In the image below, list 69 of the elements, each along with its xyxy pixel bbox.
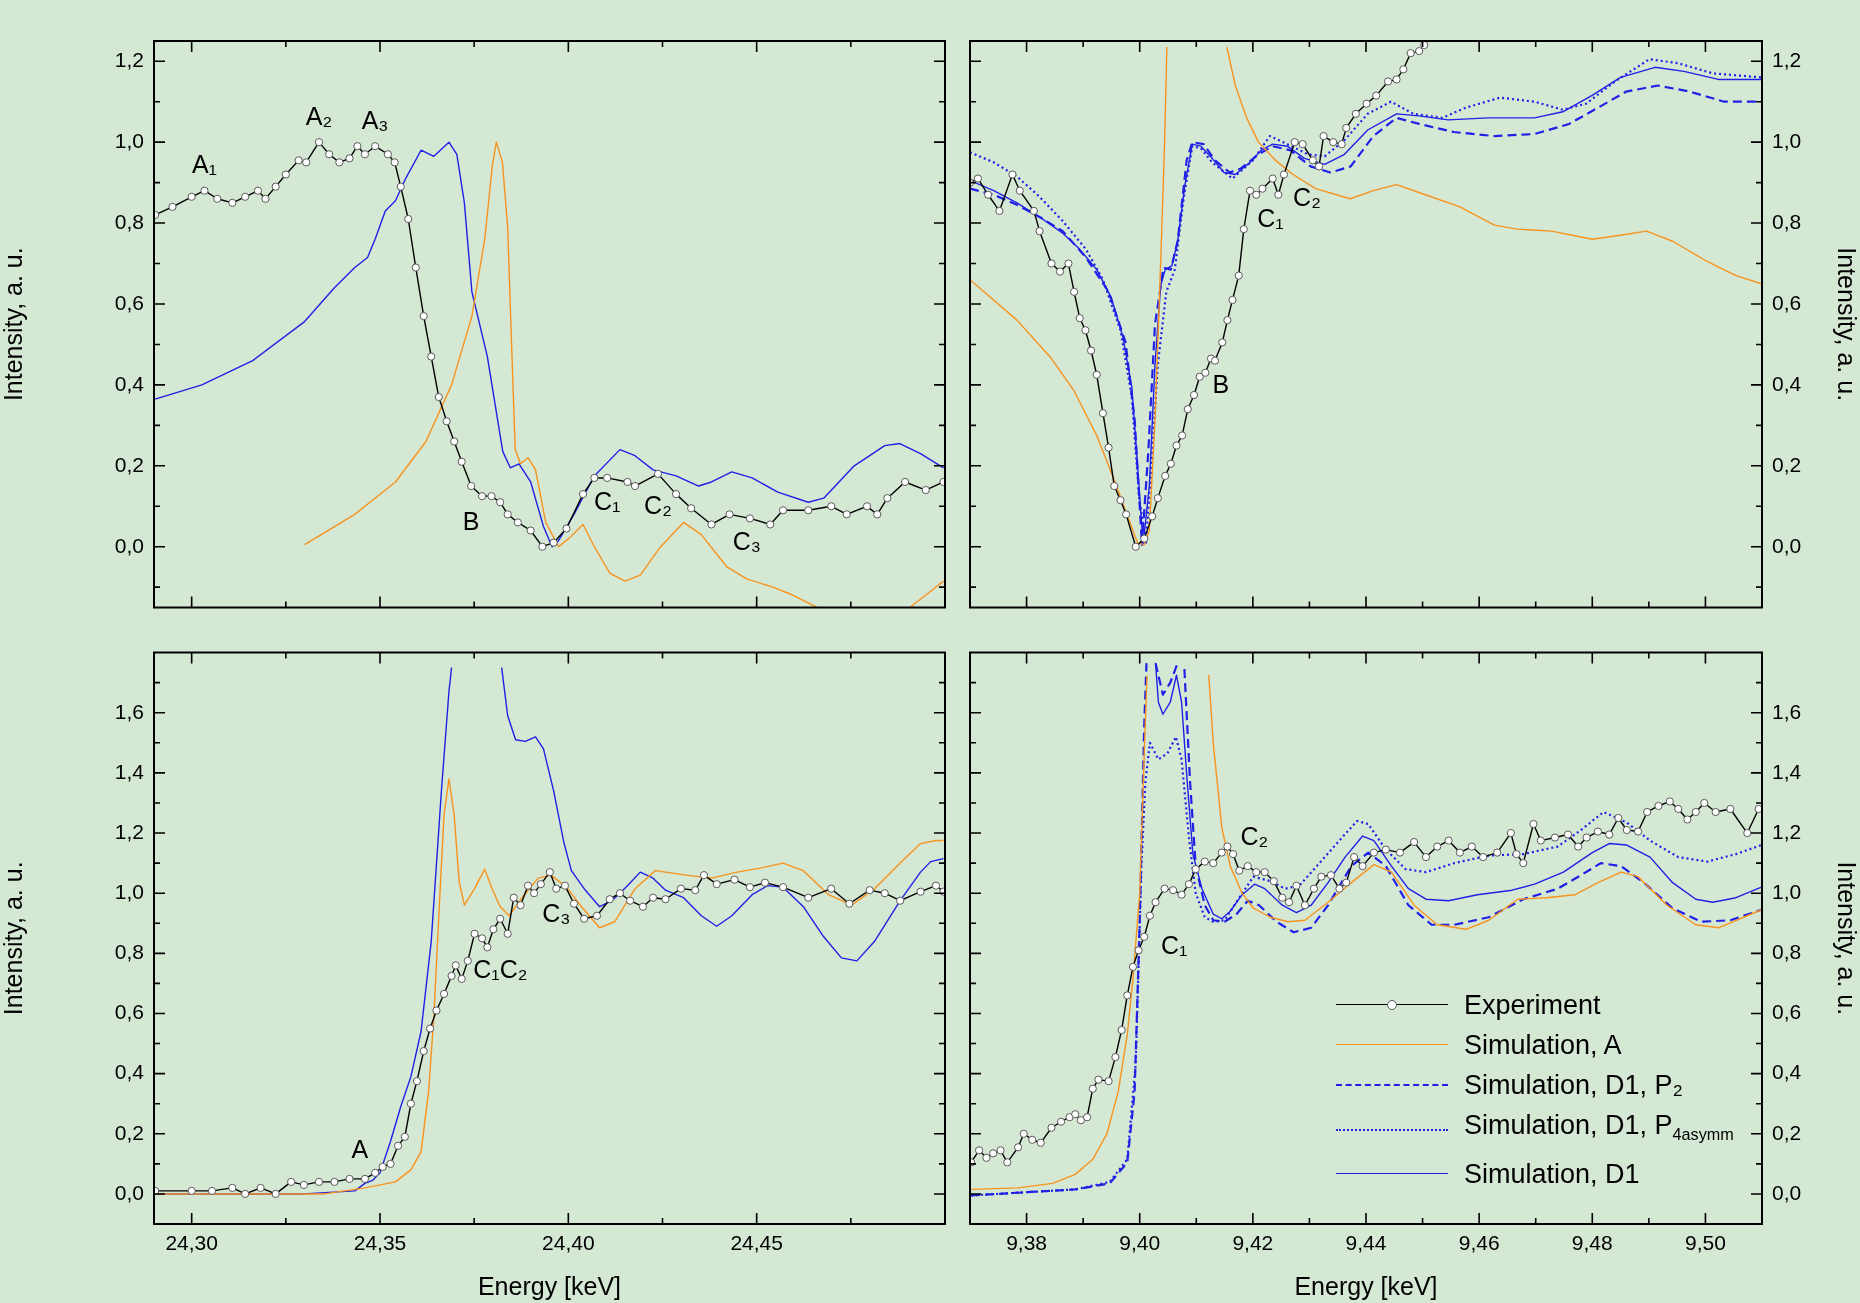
annotation: C₁C₂ (473, 955, 528, 984)
y-tick-label: 0,2 (1772, 452, 1802, 476)
annotation: C₂ (1240, 822, 1269, 851)
x-tick-label: 24,35 (353, 1231, 407, 1255)
x-tick-label: 9,38 (1006, 1231, 1048, 1255)
y-tick-label: 0,0 (1772, 1180, 1802, 1204)
x-tick-label: 24,40 (542, 1231, 595, 1255)
y-tick-label: 0,8 (1772, 209, 1802, 233)
legend-label: Simulation, D1, P$_{4asymm}$ (1464, 1109, 1734, 1146)
legend-label: Simulation, D1, P₂ (1464, 1069, 1684, 1102)
annotation: C₃ (732, 527, 762, 556)
y-tick-label: 1,2 (114, 819, 144, 843)
y-tick-label: 0,8 (114, 209, 144, 233)
y-tick-label: 0,0 (114, 533, 144, 557)
y-tick-label: 0,8 (1772, 940, 1802, 964)
x-tick-label: 9,46 (1458, 1231, 1500, 1255)
y-tick-label: 1,6 (1772, 699, 1802, 723)
y-tick-label: 0,2 (1772, 1120, 1802, 1144)
legend-label: Experiment (1464, 989, 1601, 1022)
y-tick-label: 0,6 (114, 290, 144, 314)
x-axis-title: Energy [keV] (477, 1271, 622, 1300)
x-tick-label: 24,45 (730, 1231, 783, 1255)
y-tick-label: 0,6 (1772, 1000, 1802, 1024)
annotation: A₂ (305, 102, 333, 131)
y-tick-label: 1,0 (114, 879, 144, 903)
y-axis-title: Intensity, a. u. (0, 247, 27, 402)
y-tick-label: 0,6 (1772, 290, 1802, 314)
annotation: C₁ (593, 486, 621, 515)
y-tick-label: 0,4 (114, 371, 145, 395)
annotation: A₃ (361, 106, 389, 135)
x-tick-label: 9,50 (1684, 1231, 1726, 1255)
x-tick-label: 9,40 (1119, 1231, 1161, 1255)
y-tick-label: 0,4 (114, 1060, 145, 1084)
y-tick-label: 1,2 (1772, 819, 1802, 843)
y-tick-label: 0,2 (114, 1120, 144, 1144)
x-tick-label: 9,42 (1232, 1231, 1274, 1255)
annotation: A₁ (191, 149, 218, 178)
y-tick-label: 1,4 (1772, 759, 1802, 783)
y-tick-label: 1,2 (114, 48, 144, 72)
y-axis-title: Intensity, a. u. (1833, 861, 1860, 1016)
annotation: C₁ (1160, 930, 1188, 959)
x-tick-label: 24,30 (165, 1231, 218, 1255)
y-tick-label: 0,0 (1772, 533, 1802, 557)
y-tick-label: 1,0 (1772, 879, 1802, 903)
annotation: C₃ (542, 898, 571, 927)
annotation: A (351, 1134, 369, 1163)
annotation: C₂ (644, 490, 672, 519)
y-tick-label: 1,4 (114, 759, 145, 783)
y-tick-label: 1,2 (1772, 48, 1802, 72)
y-axis-title: Intensity, a. u. (0, 861, 27, 1016)
legend-label: Simulation, D1 (1464, 1158, 1640, 1192)
legend-label: Simulation, A (1464, 1029, 1622, 1062)
x-tick-label: 9,44 (1345, 1231, 1387, 1255)
annotation: C₂ (1293, 183, 1321, 212)
y-tick-label: 0,0 (114, 1180, 144, 1204)
y-tick-label: 1,0 (114, 128, 144, 152)
annotation: B (1212, 369, 1230, 398)
y-tick-label: 0,4 (1772, 1060, 1802, 1084)
y-tick-label: 0,6 (114, 1000, 144, 1024)
y-axis-title: Intensity, a. u. (1833, 247, 1860, 402)
annotation: C₁ (1257, 203, 1284, 232)
y-tick-label: 1,6 (114, 699, 144, 723)
y-tick-label: 1,0 (1772, 128, 1802, 152)
y-tick-label: 0,4 (1772, 371, 1802, 395)
x-tick-label: 9,48 (1571, 1231, 1613, 1255)
x-axis-title: Energy [keV] (1294, 1271, 1438, 1300)
y-tick-label: 0,2 (114, 452, 144, 476)
y-tick-label: 0,8 (114, 940, 144, 964)
annotation: B (462, 507, 480, 536)
